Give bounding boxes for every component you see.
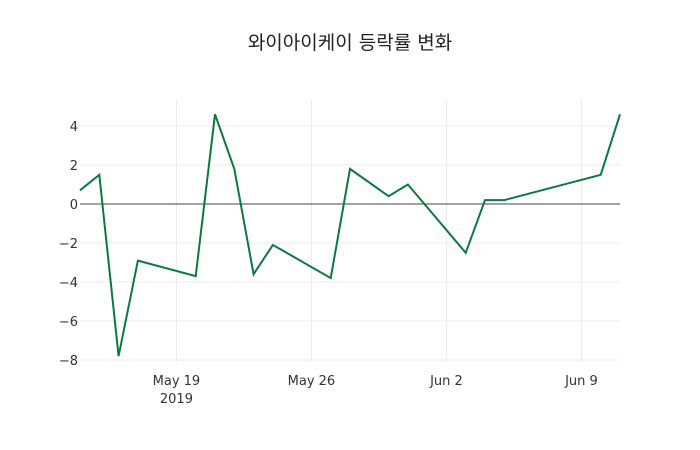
y-tick-label: 2	[70, 159, 78, 174]
y-tick-label: −8	[59, 354, 78, 369]
y-tick-label: 0	[70, 198, 78, 213]
x-tick-label: Jun 2	[429, 374, 463, 389]
x-tick-label: Jun 9	[564, 374, 598, 389]
chart-title: 와이아이케이 등락률 변화	[247, 32, 453, 54]
x-tick-label: May 19	[153, 374, 201, 389]
data-series	[79, 113, 621, 357]
grid-lines	[80, 100, 620, 362]
x-tick-label: May 26	[288, 374, 336, 389]
x-axis-ticks: May 19 2019 May 26 Jun 2 Jun 9	[153, 374, 598, 407]
y-tick-label: −2	[59, 237, 78, 252]
series-line	[79, 113, 621, 357]
y-tick-label: 4	[70, 120, 78, 135]
y-tick-label: −4	[59, 276, 78, 291]
y-tick-label: −6	[59, 315, 78, 330]
y-axis-ticks: 4 2 0 −2 −4 −6 −8	[59, 120, 78, 369]
x-tick-year-label: 2019	[160, 392, 193, 407]
